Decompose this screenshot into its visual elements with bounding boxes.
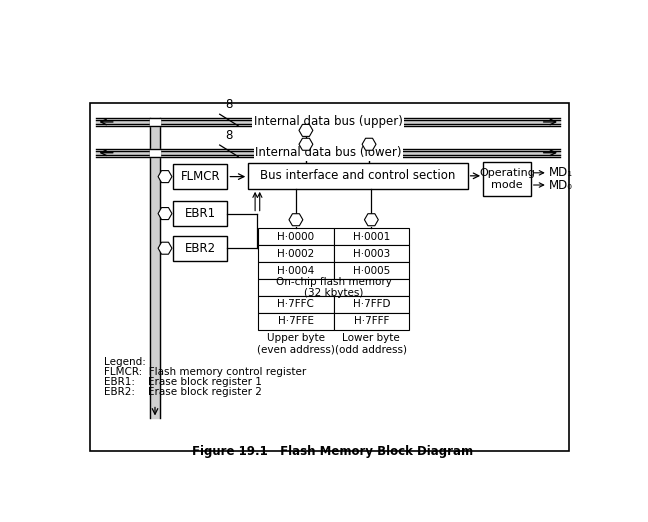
Bar (258, 279, 409, 296)
Text: Bus interface and control section: Bus interface and control section (260, 169, 456, 182)
Text: Figure 19.1   Flash Memory Block Diagram: Figure 19.1 Flash Memory Block Diagram (192, 445, 472, 458)
Text: H‧0004: H‧0004 (277, 266, 314, 276)
Text: EBR2:    Erase block register 2: EBR2: Erase block register 2 (104, 387, 262, 397)
Text: Internal data bus (upper): Internal data bus (upper) (254, 115, 402, 128)
Bar (174, 236, 227, 260)
Text: FLMCR:  Flash memory control register: FLMCR: Flash memory control register (104, 367, 307, 377)
Text: Upper byte
(even address): Upper byte (even address) (257, 333, 335, 354)
Text: H‧0000: H‧0000 (277, 232, 314, 242)
Bar (258, 245, 334, 262)
Text: H‧7FFE: H‧7FFE (278, 316, 314, 326)
Text: Internal data bus (lower): Internal data bus (lower) (255, 146, 402, 159)
Bar (248, 163, 468, 189)
Text: MD₀: MD₀ (550, 179, 573, 192)
Bar (334, 262, 409, 279)
Text: H‧7FFD: H‧7FFD (353, 300, 390, 310)
Bar (174, 164, 227, 189)
Bar (334, 228, 409, 245)
Text: H‧0001: H‧0001 (353, 232, 390, 242)
Bar (334, 296, 409, 313)
Text: H‧7FFC: H‧7FFC (277, 300, 314, 310)
Text: H‧0003: H‧0003 (353, 248, 390, 258)
Bar (334, 245, 409, 262)
Text: FLMCR: FLMCR (181, 170, 220, 183)
Text: H‧0005: H‧0005 (353, 266, 390, 276)
Text: EBR1: EBR1 (185, 207, 216, 220)
Text: Legend:: Legend: (104, 357, 146, 367)
Bar (483, 162, 531, 196)
Text: MD₁: MD₁ (550, 167, 573, 180)
Bar (334, 313, 409, 330)
Text: EBR1:    Erase block register 1: EBR1: Erase block register 1 (104, 377, 262, 387)
Bar (90, 103, 569, 450)
Text: Lower byte
(odd address): Lower byte (odd address) (336, 333, 408, 354)
Bar (174, 201, 227, 226)
Text: H‧0002: H‧0002 (277, 248, 314, 258)
Text: On-chip flash memory
(32 kbytes): On-chip flash memory (32 kbytes) (275, 277, 391, 298)
Bar (258, 262, 334, 279)
Text: 8: 8 (226, 98, 233, 111)
Text: 8: 8 (226, 129, 233, 142)
Text: H‧7FFF: H‧7FFF (354, 316, 389, 326)
Bar (258, 228, 334, 245)
Bar (258, 296, 334, 313)
Text: Operating
mode: Operating mode (479, 168, 535, 189)
Text: EBR2: EBR2 (185, 242, 216, 255)
Bar (258, 313, 334, 330)
